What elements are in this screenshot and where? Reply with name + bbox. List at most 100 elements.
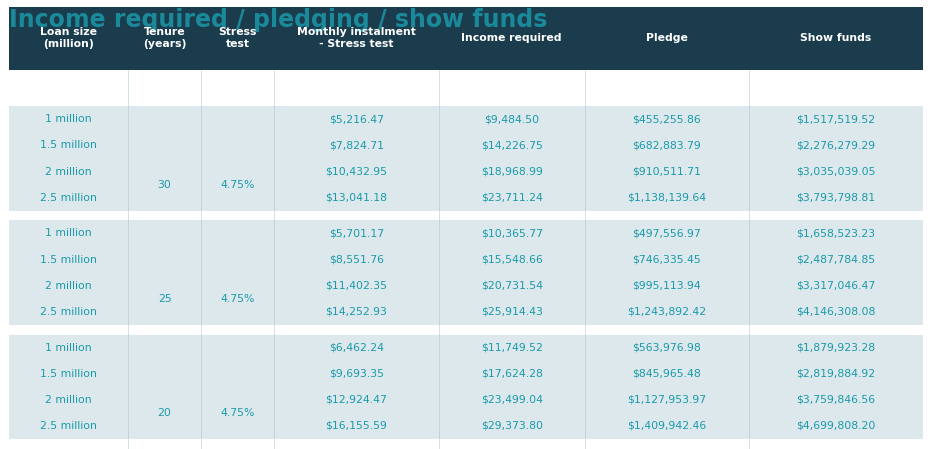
Bar [584, 387, 749, 413]
Bar [439, 387, 584, 413]
Text: 2.5 million: 2.5 million [40, 193, 97, 202]
Text: $13,041.18: $13,041.18 [325, 193, 388, 202]
Bar [439, 341, 584, 351]
Text: $29,373.80: $29,373.80 [481, 421, 542, 431]
Bar [201, 247, 274, 273]
Bar [274, 335, 439, 361]
Text: Show funds: Show funds [801, 33, 871, 43]
Text: 2.5 million: 2.5 million [40, 421, 97, 431]
Bar [128, 387, 201, 413]
Text: $18,968.99: $18,968.99 [481, 167, 542, 176]
Bar [584, 341, 749, 351]
Bar [9, 413, 128, 439]
Bar [128, 247, 201, 273]
Text: $11,749.52: $11,749.52 [481, 343, 542, 352]
Text: 2 million: 2 million [46, 281, 92, 291]
Text: $25,914.43: $25,914.43 [481, 307, 542, 317]
Text: $1,138,139.64: $1,138,139.64 [627, 193, 706, 202]
Bar [201, 7, 274, 70]
Bar [584, 335, 749, 361]
Bar [201, 132, 274, 158]
Text: $497,556.97: $497,556.97 [633, 229, 701, 238]
Bar [274, 106, 439, 132]
Text: $2,819,884.92: $2,819,884.92 [796, 369, 875, 379]
Bar [201, 387, 274, 413]
Text: $8,551.76: $8,551.76 [329, 255, 384, 264]
Text: $563,976.98: $563,976.98 [633, 343, 701, 352]
Text: $995,113.94: $995,113.94 [633, 281, 701, 291]
Text: Tenure
(years): Tenure (years) [143, 27, 186, 49]
Bar [439, 335, 584, 361]
Text: 30: 30 [158, 180, 171, 189]
Bar [749, 387, 923, 413]
Text: $14,252.93: $14,252.93 [325, 307, 388, 317]
Text: $20,731.54: $20,731.54 [481, 281, 542, 291]
Text: $5,701.17: $5,701.17 [329, 229, 384, 238]
Text: $2,276,279.29: $2,276,279.29 [796, 141, 875, 150]
Bar [439, 299, 584, 325]
Bar [749, 273, 923, 299]
Text: $1,243,892.42: $1,243,892.42 [627, 307, 706, 317]
Bar [749, 413, 923, 439]
Bar [584, 413, 749, 439]
Bar [439, 158, 584, 185]
Bar [439, 185, 584, 211]
Bar [128, 7, 201, 70]
Text: Pledge: Pledge [646, 33, 688, 43]
Bar [749, 106, 923, 132]
Bar [274, 247, 439, 273]
Bar [749, 227, 923, 237]
Text: $12,924.47: $12,924.47 [325, 395, 388, 405]
Text: $15,548.66: $15,548.66 [481, 255, 542, 264]
Text: 4.75%: 4.75% [221, 180, 254, 189]
Text: $9,693.35: $9,693.35 [329, 369, 384, 379]
Bar [128, 132, 201, 158]
Bar [201, 106, 274, 132]
Text: $5,216.47: $5,216.47 [329, 114, 384, 124]
Bar [749, 247, 923, 273]
Bar [584, 227, 749, 237]
Bar [201, 185, 274, 211]
Bar [9, 299, 128, 325]
Bar [439, 132, 584, 158]
Bar [749, 185, 923, 211]
Bar [9, 387, 128, 413]
Text: Loan size
(million): Loan size (million) [40, 27, 97, 49]
Bar [9, 227, 128, 237]
Bar [274, 158, 439, 185]
Text: $14,226.75: $14,226.75 [481, 141, 542, 150]
Text: $2,487,784.85: $2,487,784.85 [796, 255, 875, 264]
Text: $3,793,798.81: $3,793,798.81 [796, 193, 875, 202]
Text: 4.75%: 4.75% [221, 294, 254, 304]
Bar [749, 220, 923, 247]
Text: $4,146,308.08: $4,146,308.08 [796, 307, 875, 317]
Bar [749, 361, 923, 387]
Bar [9, 158, 128, 185]
Text: Income required / pledging / show funds: Income required / pledging / show funds [9, 8, 548, 32]
Text: 20: 20 [158, 408, 171, 418]
Bar [201, 273, 274, 299]
Bar [274, 299, 439, 325]
Text: $682,883.79: $682,883.79 [633, 141, 701, 150]
Bar [584, 158, 749, 185]
Text: $1,127,953.97: $1,127,953.97 [627, 395, 706, 405]
Bar [128, 299, 201, 325]
Text: 1.5 million: 1.5 million [40, 255, 97, 264]
Bar [9, 132, 128, 158]
Bar [128, 106, 201, 132]
Bar [274, 341, 439, 351]
Text: 1.5 million: 1.5 million [40, 141, 97, 150]
Bar [201, 227, 274, 237]
Bar [201, 158, 274, 185]
Text: Income required: Income required [461, 33, 562, 43]
Bar [274, 220, 439, 247]
Bar [128, 335, 201, 361]
Bar [439, 106, 584, 132]
Text: Monthly instalment
- Stress test: Monthly instalment - Stress test [297, 27, 416, 49]
Bar [584, 273, 749, 299]
Text: $11,402.35: $11,402.35 [325, 281, 388, 291]
Bar [584, 132, 749, 158]
Bar [274, 227, 439, 237]
Bar [749, 341, 923, 351]
Bar [274, 273, 439, 299]
